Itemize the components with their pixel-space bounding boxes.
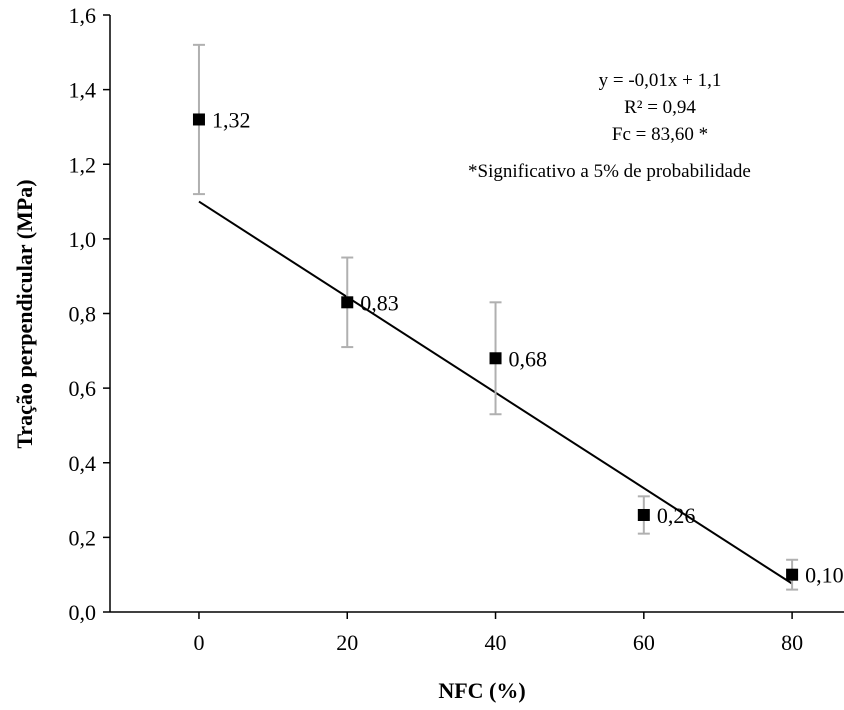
r-squared-annotation: R² = 0,94 (624, 97, 696, 118)
data-label: 0,26 (657, 503, 696, 528)
y-tick-label: 1,0 (69, 227, 97, 252)
data-point (786, 568, 799, 581)
x-tick-label: 0 (193, 630, 204, 655)
y-tick-label: 0,8 (69, 302, 97, 327)
y-tick-label: 0,2 (69, 525, 97, 550)
data-label: 0,68 (509, 346, 548, 371)
data-points (192, 113, 799, 581)
x-tick-label: 60 (633, 630, 655, 655)
ticks: 0,0 0,2 0,4 0,6 0,8 1,0 1,2 1,4 1,6 0 20 40 60 80 (69, 3, 804, 655)
fc-annotation: Fc = 83,60 * (612, 124, 708, 145)
significance-annotation: *Significativo a 5% de probabilidade (468, 161, 751, 182)
x-axis-title: NFC (%) (438, 678, 525, 703)
x-tick-label: 20 (336, 630, 358, 655)
x-tick-label: 40 (485, 630, 507, 655)
y-tick-label: 1,6 (69, 3, 97, 28)
y-tick-label: 0,6 (69, 376, 97, 401)
data-label: 0,83 (360, 290, 399, 315)
data-label: 0,10 (805, 563, 844, 588)
y-tick-label: 1,4 (69, 78, 97, 103)
data-point (489, 352, 502, 365)
y-tick-label: 0,0 (69, 600, 97, 625)
data-point (192, 113, 205, 126)
y-tick-label: 1,2 (69, 152, 97, 177)
data-labels: 1,32 0,83 0,68 0,26 0,10 (212, 107, 844, 587)
x-tick-label: 80 (781, 630, 803, 655)
axes (109, 15, 844, 613)
data-point (637, 508, 650, 521)
y-tick-label: 0,4 (69, 451, 97, 476)
data-label: 1,32 (212, 107, 251, 132)
equation-annotation: y = -0,01x + 1,1 (599, 70, 722, 91)
y-axis-title: Tração perpendicular (MPa) (12, 179, 37, 448)
data-point (341, 296, 354, 309)
